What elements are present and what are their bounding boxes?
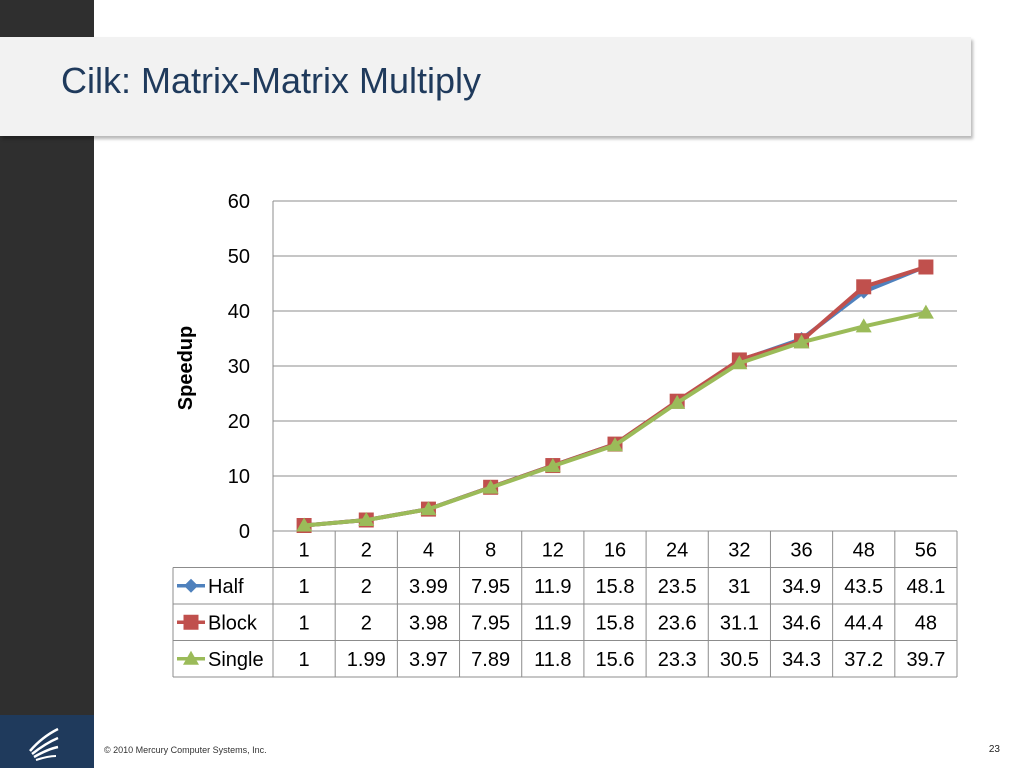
- company-logo: [0, 715, 94, 768]
- y-tick-label: 60: [228, 191, 250, 213]
- table-value-cell: 30.5: [720, 649, 759, 671]
- y-axis-label: Speedup: [175, 326, 197, 410]
- x-category-label: 36: [790, 539, 812, 561]
- data-point-single: [482, 479, 499, 494]
- data-point-block: [918, 259, 934, 275]
- table-value-cell: 11.8: [534, 649, 571, 671]
- data-point-single: [855, 318, 872, 333]
- legend-series-label: Single: [208, 649, 264, 671]
- table-value-cell: 3.99: [409, 576, 448, 598]
- data-point-single: [296, 517, 313, 532]
- page-number: 23: [988, 744, 1000, 755]
- x-category-label: 48: [853, 539, 875, 561]
- table-value-cell: 23.3: [658, 649, 697, 671]
- table-value-cell: 1.99: [347, 649, 386, 671]
- table-value-cell: 34.3: [782, 649, 821, 671]
- table-value-cell: 1: [299, 649, 310, 671]
- table-value-cell: 37.2: [844, 649, 883, 671]
- table-value-cell: 3.97: [409, 649, 448, 671]
- data-point-single: [731, 355, 748, 370]
- data-point-single: [544, 458, 561, 473]
- y-tick-label: 50: [228, 246, 250, 268]
- data-point-single: [420, 501, 437, 516]
- series-line-block: [303, 265, 927, 528]
- table-value-cell: 39.7: [906, 649, 945, 671]
- data-point-single: [669, 394, 686, 409]
- table-value-cell: 1: [299, 612, 310, 634]
- x-category-label: 12: [542, 539, 564, 561]
- title-band: [0, 37, 971, 136]
- table-value-cell: 23.6: [658, 612, 697, 634]
- table-value-cell: 43.5: [844, 576, 883, 598]
- table-value-cell: 31: [728, 576, 750, 598]
- table-value-cell: 7.89: [471, 649, 510, 671]
- table-value-cell: 11.9: [534, 612, 571, 634]
- table-value-cell: 15.6: [596, 649, 635, 671]
- x-category-label: 56: [915, 539, 937, 561]
- y-tick-label: 0: [239, 521, 250, 543]
- series-line-single: [303, 310, 927, 528]
- table-value-cell: 15.8: [596, 612, 635, 634]
- table-value-cell: 34.9: [782, 576, 821, 598]
- y-tick-label: 30: [228, 356, 250, 378]
- y-tick-label: 20: [228, 411, 250, 433]
- table-value-cell: 2: [361, 576, 372, 598]
- data-point-block: [856, 279, 872, 295]
- data-point-single: [793, 334, 810, 349]
- table-value-cell: 48: [915, 612, 937, 634]
- table-value-cell: 7.95: [471, 576, 510, 598]
- legend-series-label: Block: [208, 612, 258, 634]
- data-point-single: [358, 512, 375, 527]
- x-category-label: 24: [666, 539, 688, 561]
- table-value-cell: 15.8: [596, 576, 635, 598]
- table-value-cell: 7.95: [471, 612, 510, 634]
- table-value-cell: 11.9: [534, 576, 571, 598]
- x-category-label: 32: [728, 539, 750, 561]
- legend-series-label: Half: [208, 576, 244, 598]
- series-line-half: [303, 264, 927, 528]
- table-value-cell: 34.6: [782, 612, 821, 634]
- legend-key-marker: [183, 614, 199, 630]
- table-value-cell: 23.5: [658, 576, 697, 598]
- y-tick-label: 10: [228, 466, 250, 488]
- table-value-cell: 1: [299, 576, 310, 598]
- data-point-single: [607, 437, 623, 452]
- legend-key-marker: [183, 650, 199, 665]
- x-category-label: 16: [604, 539, 626, 561]
- x-category-label: 4: [423, 539, 434, 561]
- x-category-label: 1: [299, 539, 310, 561]
- mercury-logo-icon: [29, 727, 59, 761]
- x-category-label: 2: [361, 539, 372, 561]
- x-category-label: 8: [485, 539, 496, 561]
- table-value-cell: 44.4: [844, 612, 883, 634]
- table-value-cell: 31.1: [720, 612, 759, 634]
- slide-title: Cilk: Matrix-Matrix Multiply: [61, 60, 482, 101]
- table-value-cell: 48.1: [906, 576, 945, 598]
- data-point-single: [917, 304, 934, 319]
- table-value-cell: 3.98: [409, 612, 448, 634]
- table-value-cell: 2: [361, 612, 372, 634]
- legend-key-marker: [184, 578, 198, 593]
- copyright-footer: © 2010 Mercury Computer Systems, Inc.: [104, 745, 267, 755]
- y-tick-label: 40: [228, 301, 250, 323]
